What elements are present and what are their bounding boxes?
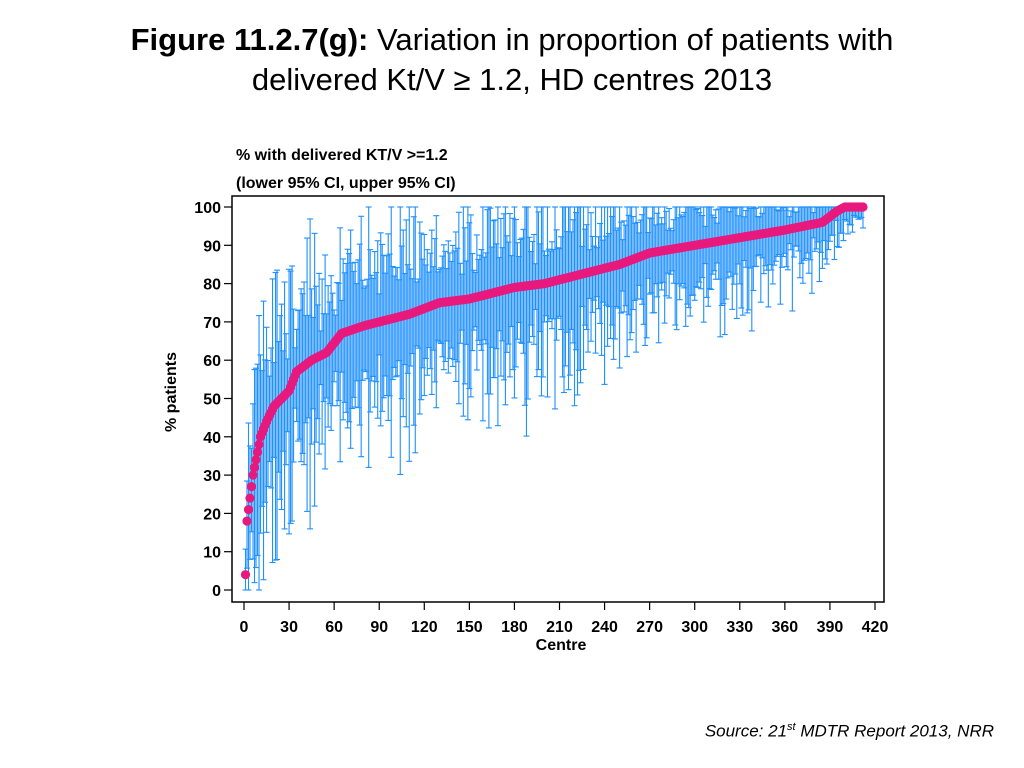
source-prefix: Source: 21: [704, 721, 788, 741]
x-tick-label: 120: [411, 619, 438, 636]
x-tick-label: 180: [501, 619, 528, 636]
x-tick-label: 270: [636, 619, 663, 636]
centre-point: [243, 504, 254, 515]
y-axis-label: % patients: [163, 352, 180, 432]
x-tick-label: 420: [862, 619, 889, 636]
x-tick-label: 210: [546, 619, 573, 636]
centre-point: [246, 481, 257, 492]
x-axis-label: Centre: [536, 637, 587, 654]
x-axis: 0 30 60 90 120 150 180 210 240 270 300 330 360 390 420: [240, 602, 889, 636]
y-tick-label: 70: [203, 315, 221, 332]
x-tick-label: 240: [591, 619, 618, 636]
y-tick-label: 20: [203, 506, 221, 523]
source-superscript: st: [787, 721, 796, 733]
centre-point: [251, 455, 261, 465]
confidence-interval-bars: [242, 206, 866, 591]
y-tick-label: 30: [203, 468, 221, 485]
source-note: Source: 21st MDTR Report 2013, NRR: [705, 721, 994, 742]
centre-point: [248, 470, 258, 480]
slide-title-line1: Figure 11.2.7(g): Variation in proportio…: [0, 20, 1024, 60]
x-tick-label: 30: [280, 619, 298, 636]
y-tick-label: 0: [212, 583, 221, 600]
centre-point: [254, 439, 264, 450]
proportion-points: [240, 202, 868, 580]
y-tick-label: 60: [203, 353, 221, 370]
figure-label: Figure 11.2.7(g):: [130, 22, 369, 57]
title-text-line2: delivered Kt/V ≥ 1.2, HD centres 2013: [251, 62, 773, 97]
x-tick-label: 90: [370, 619, 388, 636]
x-tick-label: 330: [726, 619, 753, 636]
x-tick-label: 0: [240, 619, 249, 636]
title-text-line1: Variation in proportion of patients with: [368, 22, 894, 57]
x-tick-label: 60: [325, 619, 343, 636]
y-tick-label: 40: [203, 430, 221, 447]
centre-point: [858, 202, 868, 212]
x-tick-label: 390: [817, 619, 844, 636]
y-tick-label: 90: [203, 238, 221, 255]
chart-title-line2: (lower 95% CI, upper 95% CI): [236, 175, 456, 192]
chart-title-line1: % with delivered KT/V >=1.2: [236, 147, 448, 164]
centre-point: [242, 516, 252, 526]
x-tick-label: 360: [772, 619, 799, 636]
y-tick-label: 50: [203, 392, 221, 409]
funnel-chart: % with delivered KT/V >=1.2 (lower 95% C…: [163, 147, 889, 654]
source-suffix: MDTR Report 2013, NRR: [795, 721, 994, 741]
y-tick-label: 80: [203, 277, 221, 294]
slide-title: Figure 11.2.7(g): Variation in proportio…: [0, 20, 1024, 100]
x-tick-label: 150: [456, 619, 483, 636]
x-tick-label: 300: [681, 619, 708, 636]
centre-point: [245, 493, 255, 503]
y-tick-label: 100: [194, 200, 221, 217]
centre-point: [240, 570, 251, 580]
centre-point: [249, 462, 260, 473]
y-tick-label: 10: [203, 545, 221, 562]
y-axis: 0 10 20 30 40 50 60 70 80 90 100: [194, 200, 232, 600]
centre-point: [252, 447, 263, 457]
